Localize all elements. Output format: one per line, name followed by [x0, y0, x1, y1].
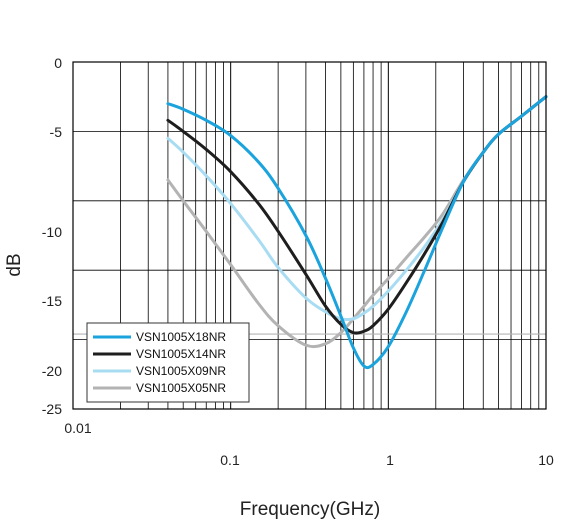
- x-axis-title: Frequency(GHz): [240, 499, 380, 520]
- y-axis-ticks: 0 -5 -10 -15 -20 -25: [42, 55, 62, 417]
- legend-label: VSN1005X05NR: [136, 381, 226, 395]
- y-tick-label: -10: [42, 224, 62, 240]
- chart-grid: [72, 62, 546, 409]
- x-tick-label: 0.01: [64, 420, 91, 436]
- x-axis-ticks: 0.01 0.1 1 10: [64, 420, 554, 468]
- series-line-VSN1005X18NR: [166, 95, 548, 370]
- x-tick-label: 0.1: [220, 452, 240, 468]
- y-axis-title: dB: [4, 253, 25, 276]
- chart-series: [166, 95, 548, 370]
- x-tick-label: 1: [386, 452, 394, 468]
- legend-label: VSN1005X09NR: [136, 364, 226, 378]
- y-tick-label: 0: [54, 55, 62, 71]
- series-line-VSN1005X05NR: [166, 95, 548, 349]
- legend-label: VSN1005X14NR: [136, 347, 226, 361]
- legend-label: VSN1005X18NR: [136, 330, 226, 344]
- x-tick-label: 10: [538, 452, 554, 468]
- y-tick-label: -20: [42, 363, 62, 379]
- y-tick-label: -25: [42, 401, 62, 417]
- y-tick-label: -15: [42, 293, 62, 309]
- plot-frame: [72, 61, 547, 410]
- y-tick-label: -5: [50, 124, 63, 140]
- legend: VSN1005X18NR VSN1005X14NR VSN1005X09NR V…: [86, 322, 250, 403]
